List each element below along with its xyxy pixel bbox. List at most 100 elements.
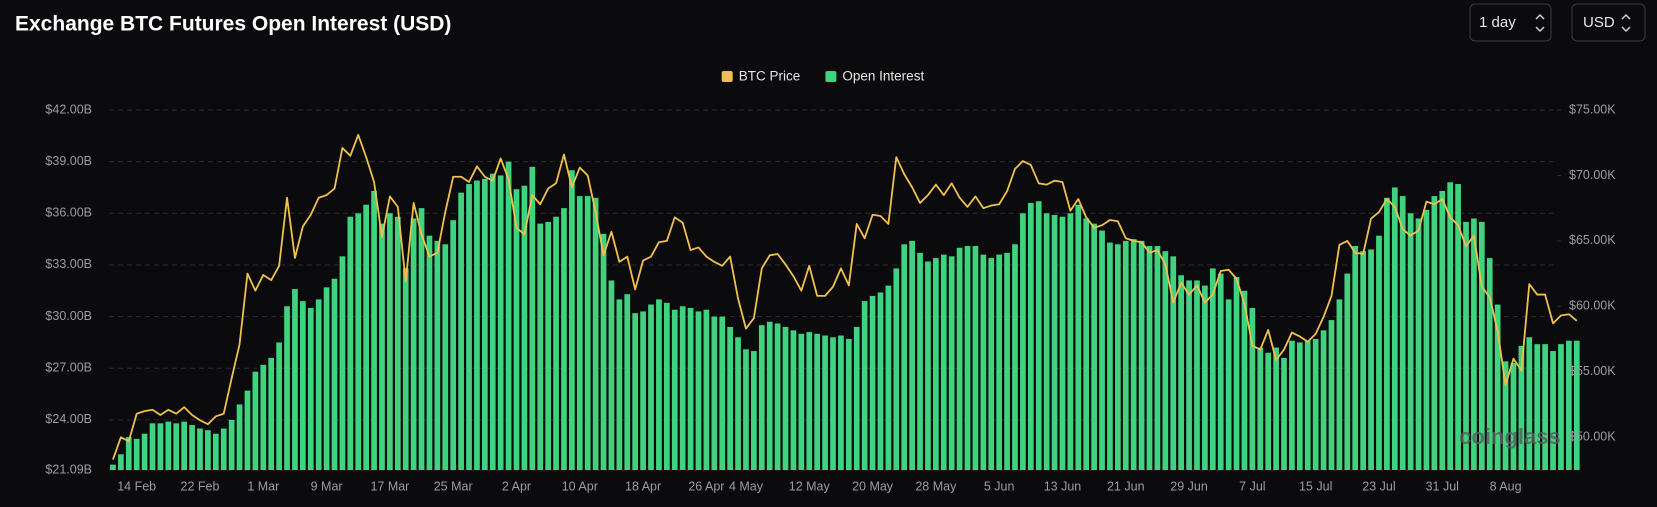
bar (1320, 330, 1327, 470)
bar (743, 349, 749, 470)
bar (1423, 209, 1430, 471)
bar (1249, 307, 1256, 470)
bar (1399, 196, 1406, 471)
bar (822, 335, 828, 470)
bar (474, 180, 480, 470)
bar (1035, 201, 1042, 470)
bar (466, 184, 472, 471)
bar (300, 301, 306, 470)
bar (1289, 340, 1295, 470)
bar (845, 338, 852, 470)
bar (1178, 275, 1185, 470)
x-tick-label: 1 Mar (247, 479, 279, 493)
bar (1360, 251, 1366, 470)
bar (1051, 215, 1058, 470)
interval-label[interactable]: 1 day (1479, 14, 1516, 31)
bar (418, 208, 425, 470)
bar (1091, 223, 1097, 470)
currency-button[interactable] (1571, 3, 1646, 42)
x-tick-label: 10 Apr (562, 479, 598, 493)
bar (1447, 182, 1454, 470)
bar (569, 170, 575, 471)
bar (1336, 299, 1343, 470)
bar (869, 295, 876, 470)
bar (909, 240, 915, 470)
bar (838, 335, 844, 470)
y2-tick-label: $50.00K (1569, 430, 1616, 444)
bar (758, 325, 765, 470)
interval-select[interactable]: 1 day (1469, 3, 1552, 42)
bar (1328, 320, 1335, 470)
bar (1059, 216, 1066, 470)
bar (1115, 244, 1121, 470)
y-tick-label: $39.00B (45, 154, 92, 168)
currency-select[interactable]: USD (1571, 3, 1646, 42)
bar (648, 304, 654, 470)
bar (964, 246, 971, 470)
bar (379, 223, 385, 470)
bar (727, 326, 733, 470)
bar (592, 197, 599, 470)
bar (1107, 242, 1113, 470)
bar (553, 216, 559, 470)
bar (434, 240, 441, 470)
y-tick-label: $24.00B (45, 412, 92, 426)
bar (576, 196, 583, 471)
x-tick-label: 20 May (852, 479, 894, 493)
x-tick-label: 18 Apr (625, 479, 661, 493)
x-tick-label: 29 Jun (1170, 479, 1208, 493)
bar (988, 258, 995, 470)
bar (133, 438, 140, 470)
interval-button[interactable] (1469, 3, 1552, 42)
currency-label[interactable]: USD (1583, 14, 1615, 31)
bar (798, 333, 805, 470)
bar (1043, 213, 1050, 470)
bar (735, 337, 741, 470)
y-tick-label: $27.00B (45, 361, 92, 375)
bar (1455, 184, 1461, 471)
bar (371, 190, 377, 471)
bar (861, 301, 868, 470)
bar (1209, 268, 1216, 470)
bar (1502, 361, 1509, 470)
bar (687, 307, 694, 470)
bar (1368, 249, 1374, 470)
bar (458, 192, 464, 470)
bar (1273, 347, 1279, 470)
bar (252, 371, 259, 470)
bar (489, 173, 496, 470)
y-tick-label: $30.00B (45, 309, 92, 323)
bar (663, 302, 670, 470)
bar (584, 196, 591, 471)
bar (1241, 290, 1248, 470)
x-tick-label: 4 May (729, 479, 764, 493)
bar (877, 292, 884, 470)
y-tick-label: $36.00B (45, 206, 92, 220)
bar (315, 299, 322, 470)
select-icon (1621, 13, 1631, 33)
bar (521, 185, 528, 470)
bar (1415, 218, 1422, 470)
chart-title: Exchange BTC Futures Open Interest (USD) (15, 13, 451, 36)
bar (181, 421, 188, 470)
bar (1542, 344, 1548, 470)
bar (608, 280, 615, 470)
bar (1020, 213, 1026, 470)
bar (1186, 280, 1192, 470)
bar (893, 268, 900, 470)
bar (806, 332, 813, 470)
bar (1494, 304, 1501, 470)
bar (782, 326, 789, 470)
legend-label: BTC Price (739, 69, 801, 84)
bar (125, 437, 132, 470)
x-tick-label: 15 Jul (1299, 479, 1332, 493)
bar (616, 299, 623, 470)
x-tick-label: 2 Apr (502, 479, 531, 493)
bar (537, 223, 544, 470)
bar (1075, 204, 1082, 470)
x-tick-label: 21 Jun (1107, 479, 1145, 493)
bar (1202, 285, 1208, 470)
bar (1099, 230, 1105, 470)
x-tick-label: 5 Jun (984, 479, 1015, 493)
bar (600, 233, 607, 470)
